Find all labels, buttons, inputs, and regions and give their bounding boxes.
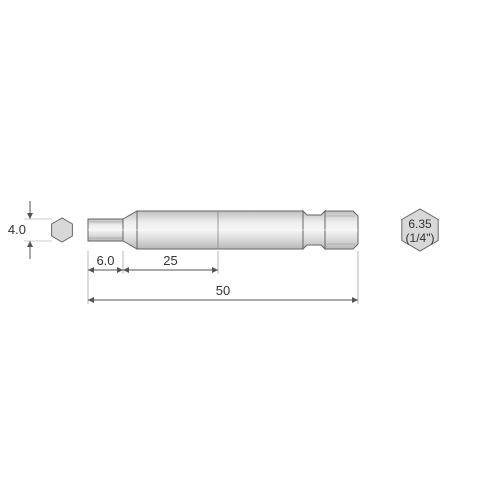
height-dimension bbox=[24, 201, 52, 259]
shank-size-label-2: (1/4") bbox=[406, 231, 435, 245]
tip-profile-hexagon bbox=[52, 218, 73, 242]
shank-profile-hexagon: 6.35 (1/4") bbox=[402, 209, 438, 251]
bit-side-view bbox=[88, 211, 358, 249]
bit-diagram: 6.35 (1/4") 4.0 6.0 25 50 bbox=[0, 0, 500, 500]
mid-length-label: 25 bbox=[163, 253, 177, 268]
tip-length-label: 6.0 bbox=[96, 253, 114, 268]
total-length-label: 50 bbox=[216, 283, 230, 298]
height-dimension-label: 4.0 bbox=[8, 222, 26, 237]
shank-size-label-1: 6.35 bbox=[408, 217, 432, 231]
